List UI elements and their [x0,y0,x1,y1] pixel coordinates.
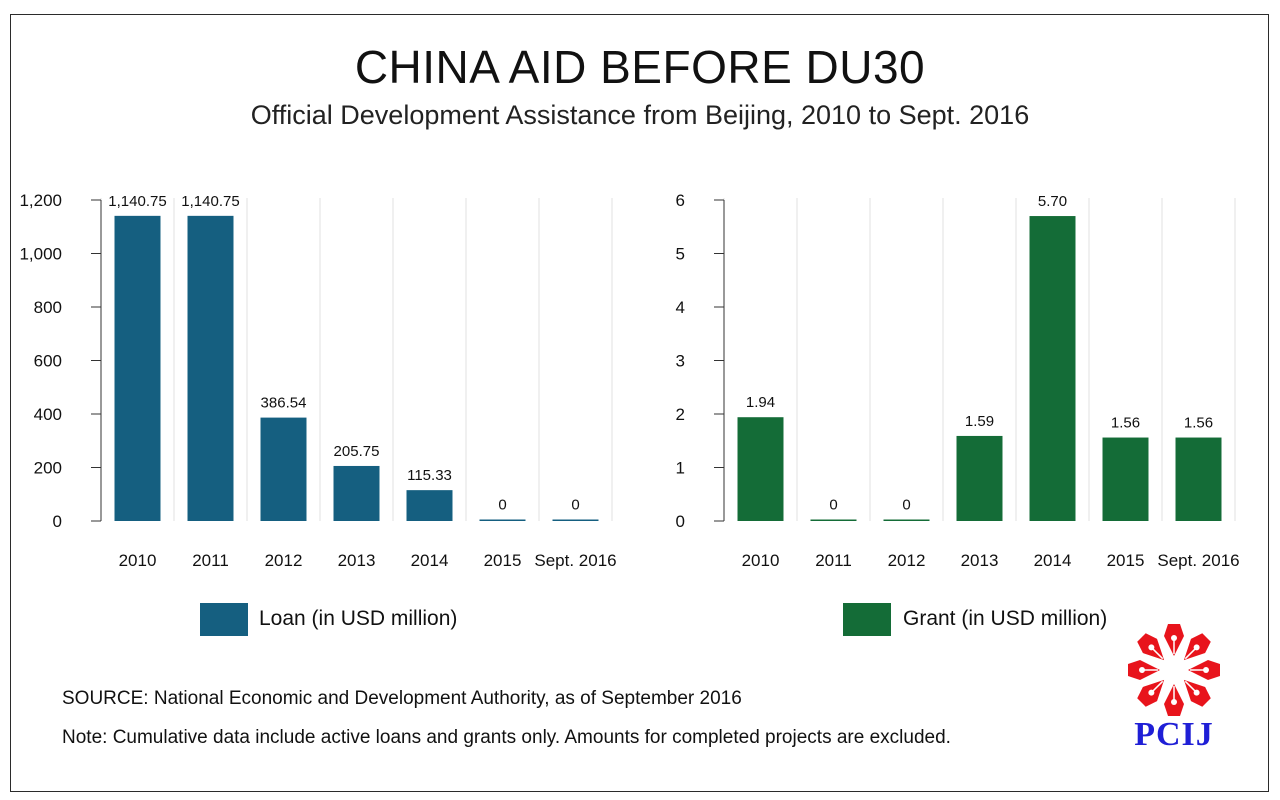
grant-bar-2011 [810,519,857,521]
chart-title: CHINA AID BEFORE DU30 [354,41,926,93]
loan-bar-sept-2016 [552,519,599,521]
loan-value-label: 0 [571,497,579,514]
grant-category-label: Sept. 2016 [1157,551,1239,570]
loan-bar-2010 [114,215,161,522]
pen-nib-icon [1183,633,1211,661]
note-text: Note: Cumulative data include active loa… [62,727,951,748]
loan-category-label: Sept. 2016 [534,551,616,570]
loan-ytick-label: 400 [34,405,62,424]
loan-legend-swatch [200,603,248,636]
loan-ytick-label: 1,000 [19,245,62,264]
grant-value-label: 1.94 [746,394,775,411]
grant-bar-sept-2016 [1175,437,1222,521]
loan-value-label: 386.54 [261,395,307,412]
loan-ytick-label: 600 [34,352,62,371]
grant-bar-2010 [737,417,784,521]
grant-legend-swatch [843,603,891,636]
pen-nib-icon [1183,679,1211,707]
grant-legend-label: Grant (in USD million) [903,607,1108,630]
grant-bar-2015 [1102,437,1149,521]
grant-value-label: 1.56 [1111,415,1140,432]
grant-bar-2014 [1029,216,1076,522]
pen-nib-icon [1164,684,1184,716]
loan-bar-chart: 0 200 400 600 800 1,000 1,200 1,140.75 2010 1,140… [19,191,616,570]
grant-bar-2013 [956,435,1003,521]
grant-ytick-label: 6 [676,191,685,210]
grant-value-label: 1.59 [965,413,994,430]
grant-value-label: 0 [829,497,837,514]
grant-value-label: 0 [902,497,910,514]
grant-category-label: 2015 [1107,551,1145,570]
grant-ytick-label: 2 [676,405,685,424]
loan-value-label: 1,140.75 [108,193,166,210]
pen-nib-icon [1164,624,1184,656]
pen-nib-icon [1128,660,1160,680]
loan-bar-2012 [260,417,307,521]
chart-frame [10,14,1269,792]
loan-category-label: 2012 [265,551,303,570]
pcij-logo-text: PCIJ [1134,716,1214,753]
grant-ytick-label: 5 [676,245,685,264]
grant-ytick-label: 4 [676,298,685,317]
loan-value-label: 115.33 [407,467,452,484]
loan-ytick-label: 800 [34,298,62,317]
loan-value-label: 205.75 [334,443,380,460]
loan-category-label: 2014 [411,551,449,570]
grant-value-label: 5.70 [1038,193,1067,210]
loan-bar-2015 [479,519,526,521]
loan-ytick-label: 0 [53,512,62,531]
grant-bar-chart: 0 1 2 3 4 5 6 1.94 2010 0 2011 0 2012 1.59 2013 5.70 201… [676,191,1240,570]
loan-ytick-label: 1,200 [19,191,62,210]
loan-category-label: 2010 [119,551,157,570]
grant-category-label: 2011 [815,551,852,570]
pen-nib-icon [1137,679,1165,707]
chart-subtitle: Official Development Assistance from Bei… [250,100,1030,130]
loan-bar-2014 [406,490,453,521]
loan-category-label: 2011 [192,551,229,570]
grant-bar-2012 [883,519,930,521]
grant-ytick-label: 3 [676,352,685,371]
grant-ytick-label: 1 [676,459,685,478]
loan-bar-2013 [333,465,380,521]
grant-category-label: 2010 [742,551,780,570]
loan-ytick-label: 200 [34,459,62,478]
loan-value-label: 1,140.75 [181,193,239,210]
loan-legend-label: Loan (in USD million) [259,607,458,630]
source-text: SOURCE: National Economic and Developmen… [62,688,742,709]
loan-value-label: 0 [498,497,506,514]
loan-category-label: 2013 [338,551,376,570]
loan-bar-2011 [187,215,234,522]
pen-nib-icon [1188,660,1220,680]
grant-ytick-label: 0 [676,512,685,531]
loan-category-label: 2015 [484,551,522,570]
grant-category-label: 2014 [1034,551,1072,570]
pen-nib-icon [1137,633,1165,661]
pcij-logo-icon [1128,624,1220,716]
grant-value-label: 1.56 [1184,415,1213,432]
grant-category-label: 2013 [961,551,999,570]
grant-category-label: 2012 [888,551,926,570]
